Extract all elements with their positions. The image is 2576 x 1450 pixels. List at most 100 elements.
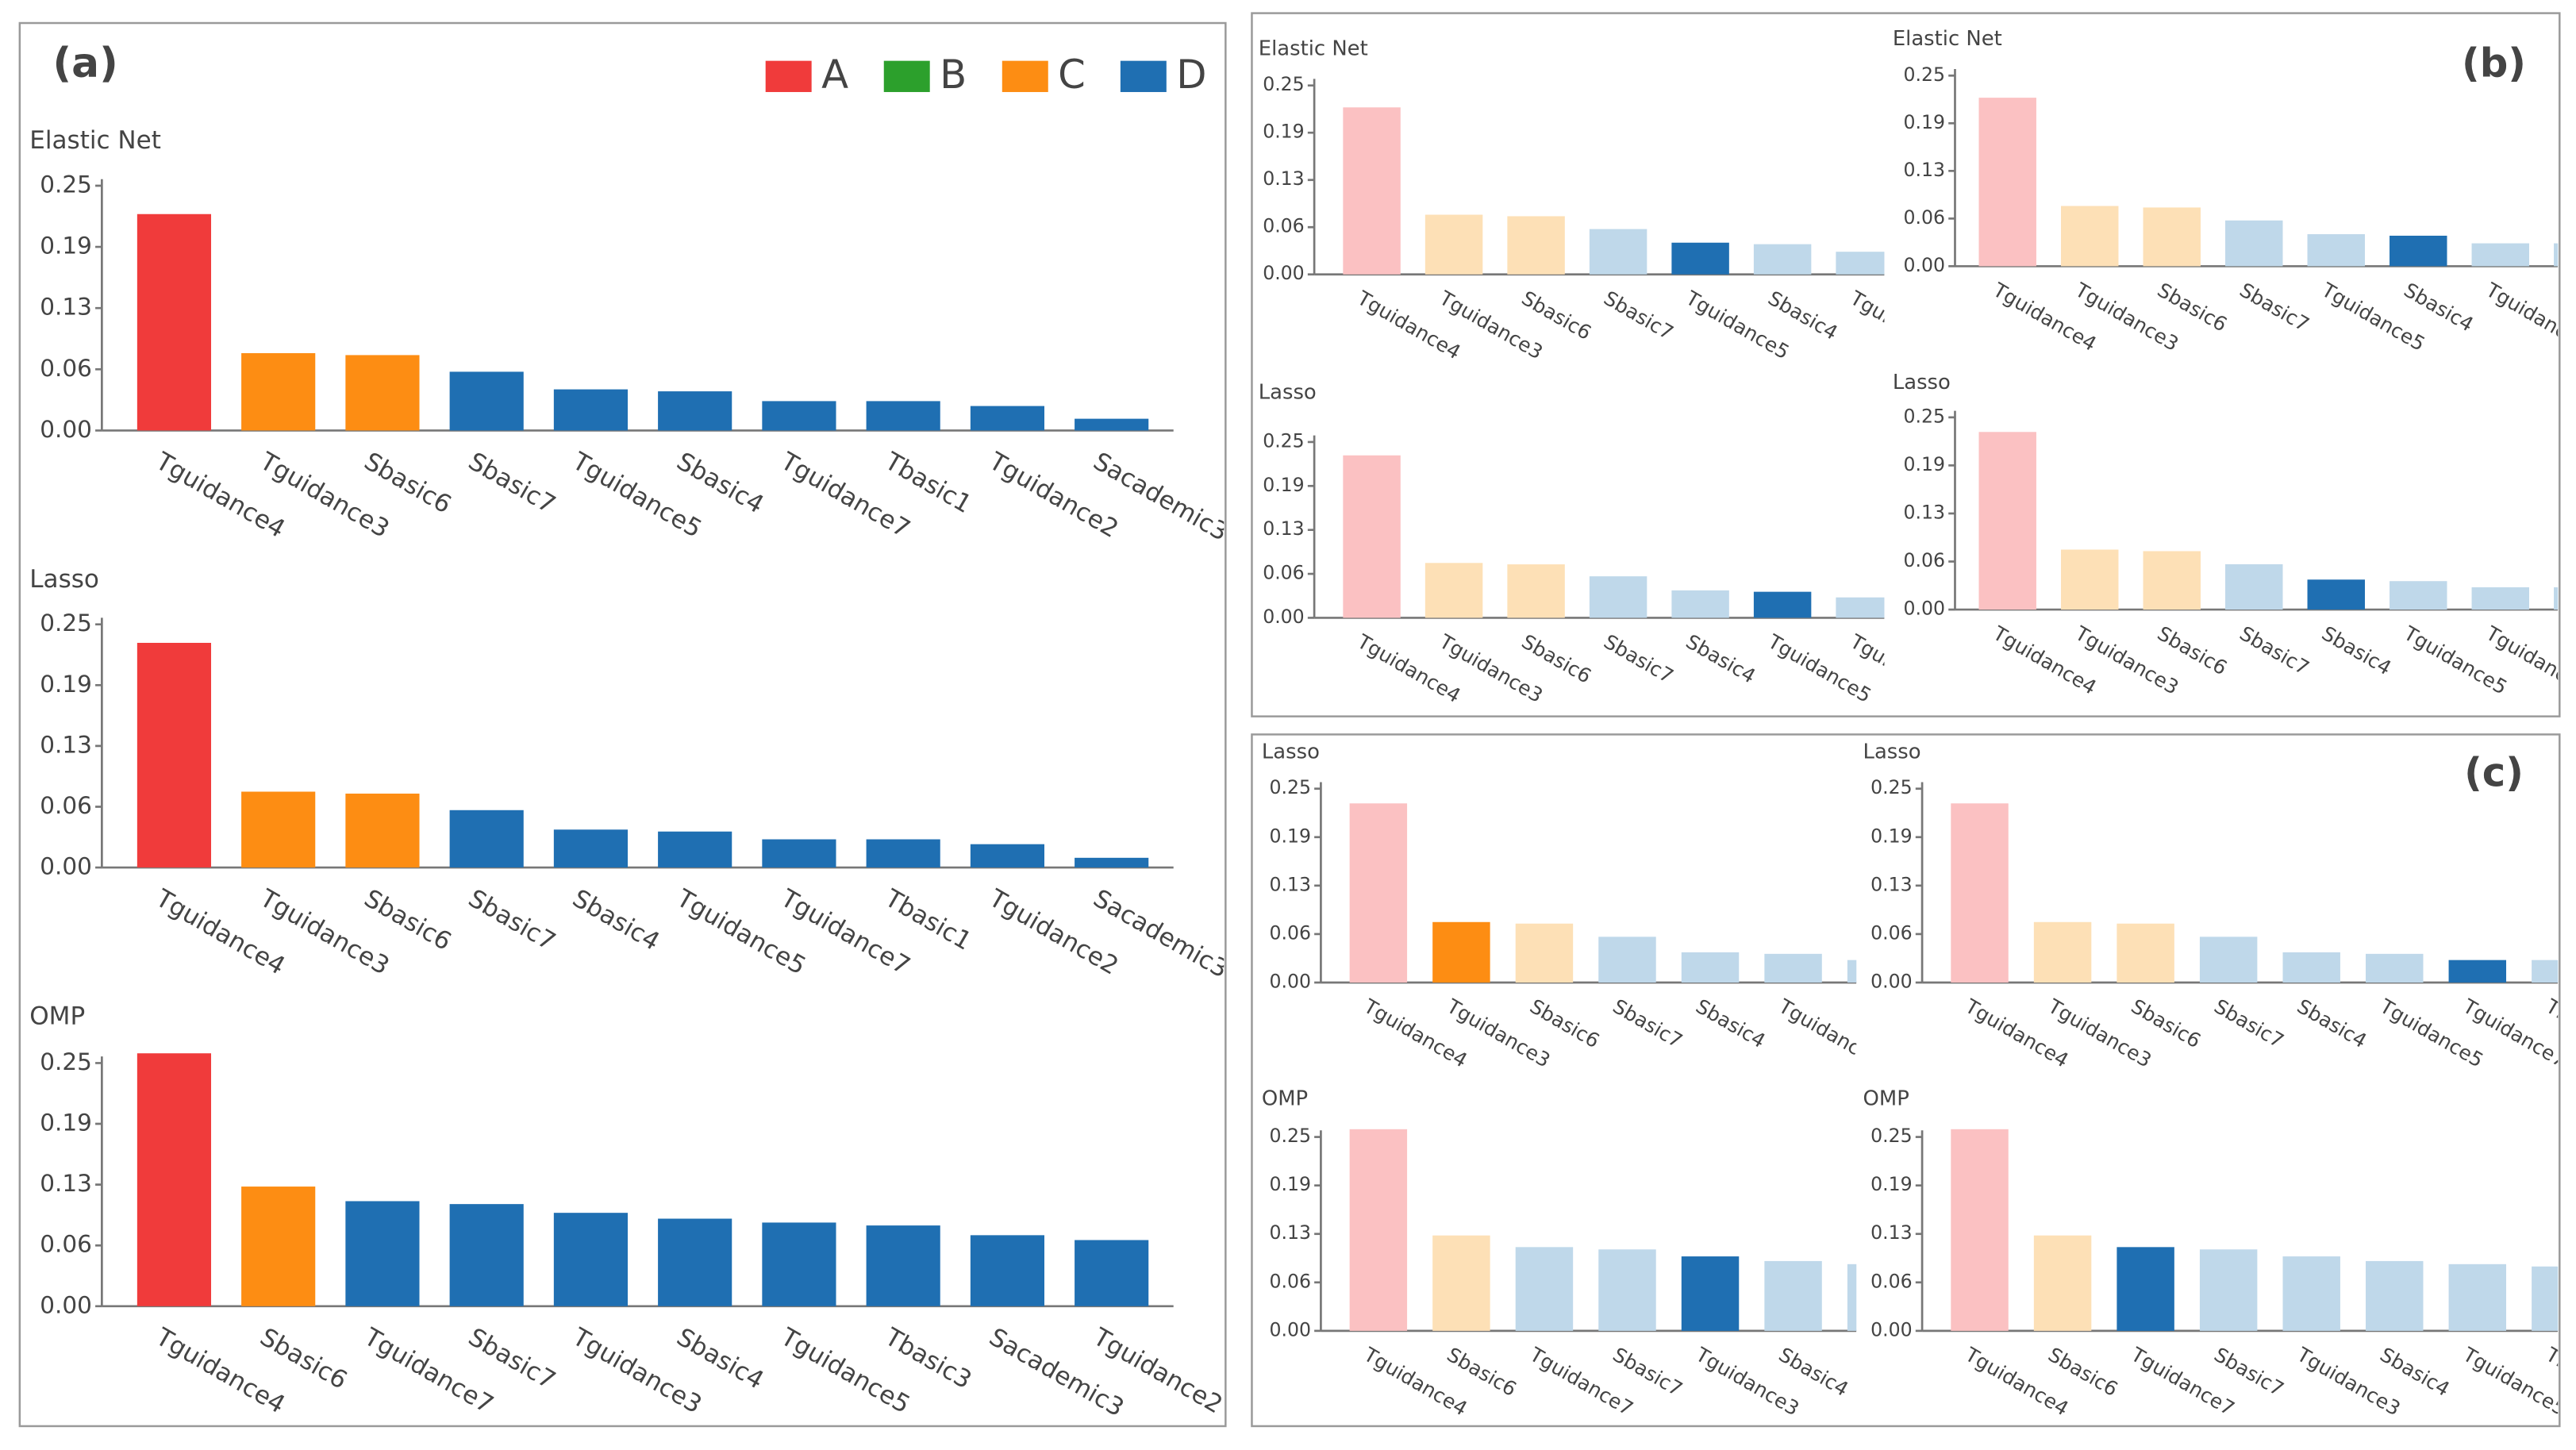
chart: Lasso0.000.060.130.190.25Tguidance4Tguid… xyxy=(1262,740,1969,1072)
bar xyxy=(136,642,212,868)
bar xyxy=(762,839,836,868)
bar xyxy=(2471,243,2530,267)
x-tick-label: Sbasic7 xyxy=(463,447,560,519)
y-tick-label: 0.13 xyxy=(1904,501,1946,523)
y-tick-label: 0.00 xyxy=(40,853,92,880)
y-tick-label: 0.19 xyxy=(1263,121,1305,143)
x-tick-label: Sbasic7 xyxy=(1609,994,1686,1052)
chart: Lasso0.000.060.130.190.25Tguidance4Tguid… xyxy=(1893,371,2559,699)
x-tick-label: Sbasic4 xyxy=(1692,994,1770,1052)
x-tick-label: Sbasic7 xyxy=(463,884,560,956)
bar xyxy=(1424,214,1483,275)
bar xyxy=(2554,243,2559,267)
bar xyxy=(2307,234,2365,267)
chart: Lasso0.000.060.130.190.25Tguidance4Tguid… xyxy=(1259,380,1885,707)
y-tick-label: 0.13 xyxy=(40,1170,92,1197)
x-tick-label: Sbasic7 xyxy=(1600,630,1678,688)
bar xyxy=(2199,1249,2258,1331)
y-tick-label: 0.13 xyxy=(1904,159,1946,181)
y-tick-label: 0.25 xyxy=(1269,776,1311,798)
bar xyxy=(1589,229,1647,275)
bar xyxy=(1515,1247,1574,1331)
y-tick-label: 0.06 xyxy=(1870,1270,1913,1292)
bar xyxy=(2366,953,2424,983)
bar xyxy=(449,1204,524,1306)
bar xyxy=(1951,803,2009,983)
bar xyxy=(2282,1256,2340,1331)
y-tick-label: 0.19 xyxy=(1269,1173,1311,1195)
y-tick-label: 0.00 xyxy=(1904,254,1946,276)
bar xyxy=(241,1187,316,1306)
y-tick-label: 0.06 xyxy=(1870,921,1913,944)
chart: Elastic Net0.000.060.130.190.25Tguidance… xyxy=(29,126,1224,547)
bar xyxy=(345,355,420,431)
bar xyxy=(2225,220,2283,267)
chart-title: Elastic Net xyxy=(29,126,161,155)
x-tick-label: Tguidance7 xyxy=(2482,278,2576,356)
bar xyxy=(762,1222,836,1306)
x-tick-label: Sbasic4 xyxy=(2318,621,2396,679)
bar xyxy=(2117,1247,2174,1331)
bar xyxy=(866,839,940,868)
panel-frame xyxy=(18,21,1227,1428)
legend-swatch xyxy=(1120,60,1167,92)
y-tick-label: 0.00 xyxy=(40,416,92,443)
x-tick-label: Sbasic4 xyxy=(567,884,664,956)
y-tick-label: 0.00 xyxy=(1904,598,1946,620)
y-tick-label: 0.25 xyxy=(1269,1125,1311,1147)
chart-title: Elastic Net xyxy=(1893,27,2002,51)
bar xyxy=(553,1213,629,1306)
bar xyxy=(1978,98,2036,267)
y-tick-label: 0.25 xyxy=(40,610,92,637)
chart-title: OMP xyxy=(29,1002,85,1030)
bar xyxy=(658,391,732,431)
legend-swatch xyxy=(765,60,812,92)
bar xyxy=(1753,591,1812,618)
legend-label: D xyxy=(1176,52,1206,98)
bar xyxy=(1515,923,1574,983)
bar xyxy=(2366,1260,2424,1331)
bar xyxy=(1598,1249,1656,1331)
panel-label: (a) xyxy=(53,40,118,87)
bar xyxy=(2199,937,2258,983)
y-tick-label: 0.00 xyxy=(1269,1318,1311,1340)
chart-title: Lasso xyxy=(1863,740,1921,764)
y-tick-label: 0.25 xyxy=(1263,429,1305,452)
bar xyxy=(449,371,524,431)
x-tick-label: Sbasic7 xyxy=(1600,287,1678,344)
y-tick-label: 0.19 xyxy=(40,1110,92,1137)
y-tick-label: 0.25 xyxy=(1263,73,1305,95)
bar xyxy=(1075,857,1149,868)
chart-title: OMP xyxy=(1262,1087,1308,1110)
y-tick-label: 0.06 xyxy=(1904,206,1946,229)
y-tick-label: 0.06 xyxy=(1904,549,1946,571)
y-tick-label: 0.00 xyxy=(1870,1318,1913,1340)
y-tick-label: 0.19 xyxy=(1269,825,1311,847)
bar xyxy=(136,213,212,431)
y-tick-label: 0.00 xyxy=(1870,970,1913,992)
bar xyxy=(2471,587,2530,610)
y-tick-label: 0.13 xyxy=(1263,167,1305,190)
chart-title: Lasso xyxy=(1893,371,1951,394)
y-tick-label: 0.25 xyxy=(40,171,92,198)
bar xyxy=(1764,1260,1822,1331)
legend-label: B xyxy=(940,52,967,98)
y-tick-label: 0.19 xyxy=(1870,825,1913,847)
bar xyxy=(1349,1129,1408,1331)
bar xyxy=(1671,590,1729,618)
bar xyxy=(2117,923,2174,983)
y-tick-label: 0.19 xyxy=(1904,453,1946,475)
bar xyxy=(970,1235,1044,1306)
bar xyxy=(1681,1256,1740,1331)
x-tick-label: Tbasic1 xyxy=(2563,278,2576,336)
panel-label: (b) xyxy=(2462,40,2526,86)
chart-title: Lasso xyxy=(29,565,99,594)
bar xyxy=(2033,921,2092,983)
x-tick-label: Tguidance7 xyxy=(1857,994,1969,1072)
panel-frame xyxy=(1251,12,2561,717)
chart-title: Lasso xyxy=(1259,380,1317,404)
bar xyxy=(866,401,940,431)
bar xyxy=(2532,1266,2559,1331)
